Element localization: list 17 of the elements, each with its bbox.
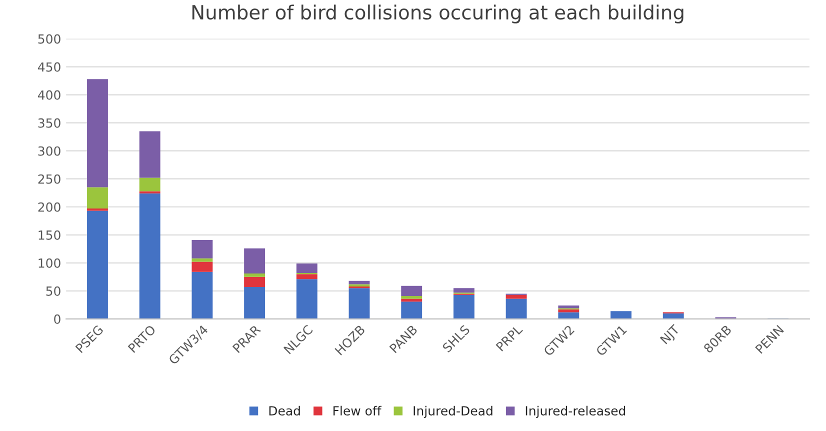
y-tick-label: 200: [38, 202, 60, 212]
y-tick-label: 500: [38, 34, 60, 44]
legend-label: Injured-Dead: [414, 406, 492, 418]
y-tick-label: 400: [38, 90, 60, 100]
y-tick-label: 300: [38, 146, 60, 156]
legend-label: Flew off: [334, 406, 382, 416]
y-tick-label: 250: [38, 174, 60, 184]
y-tick-label: 350: [38, 118, 60, 128]
y-tick-label: 150: [38, 230, 60, 240]
y-tick-label: 100: [38, 258, 60, 268]
y-tick-label: 50: [46, 286, 60, 296]
x-tick-label: NJT: [660, 324, 682, 346]
chart-title: Number of bird collisions occuring at each building: [192, 4, 684, 24]
legend-label: Injured-released: [526, 406, 626, 418]
y-tick-label: 450: [38, 62, 60, 72]
y-tick-label: 0: [54, 314, 60, 324]
legend-label: Dead: [269, 406, 300, 416]
